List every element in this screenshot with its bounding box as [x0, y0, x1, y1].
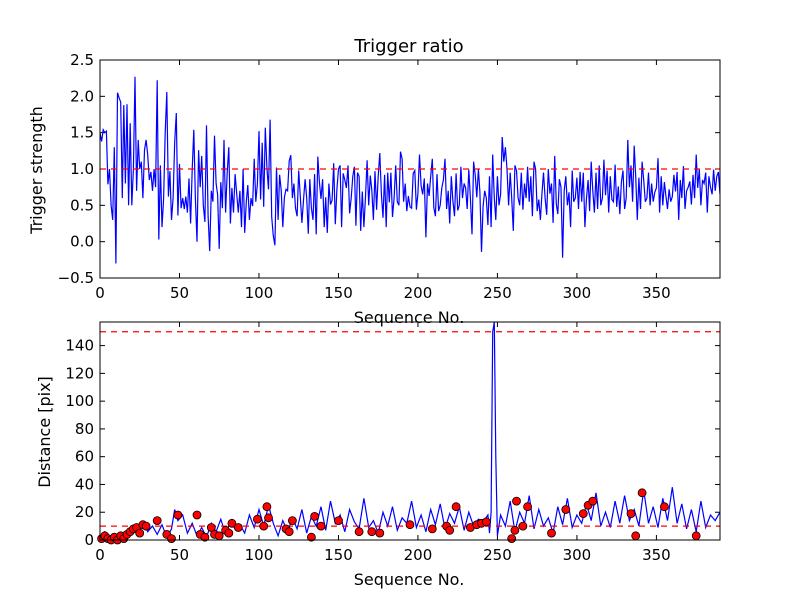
x-tick-label: 200: [404, 546, 433, 564]
x-tick-label: 350: [642, 546, 671, 564]
detection-point: [405, 520, 415, 530]
x-tick-label: 0: [95, 546, 105, 564]
detection-point: [284, 527, 294, 537]
plot-frame: [99, 321, 721, 541]
y-tick-label: 0.5: [70, 196, 94, 214]
detection-point: [445, 525, 455, 535]
detection-point: [200, 532, 210, 542]
chart-distance: 0 50 100 150 200 250 300 350020406080100120140 …: [35, 321, 721, 589]
detection-point: [588, 496, 598, 506]
detection-point: [167, 534, 176, 543]
x-tick-label: 50: [170, 284, 189, 302]
x-tick-label: 350: [642, 284, 671, 302]
detection-point: [518, 521, 528, 531]
detection-point: [691, 531, 701, 541]
series-line-trigger-strength: [100, 76, 720, 264]
detection-point: [578, 509, 588, 518]
detection-point: [287, 516, 297, 525]
detection-point: [481, 517, 491, 527]
detection-point: [310, 512, 320, 521]
y-tick-label: 20: [75, 503, 94, 521]
x-tick-label: 250: [483, 284, 512, 302]
x-axis-label: Sequence No.: [354, 308, 465, 327]
detection-point: [561, 505, 571, 514]
x-tick-label: 300: [563, 284, 592, 302]
detection-point: [637, 488, 647, 498]
y-tick-label: 1.0: [70, 160, 94, 178]
detection-point: [264, 513, 273, 523]
detection-point: [523, 502, 532, 512]
plot-frame: [99, 59, 721, 279]
detection-point: [224, 528, 234, 538]
y-tick-label: 80: [75, 420, 94, 438]
x-axis-label: Sequence No.: [354, 570, 465, 589]
detection-point: [252, 514, 262, 524]
chart-trigger-ratio: Trigger ratio 0 50 100 150 200 250 300 350−0.50…: [27, 36, 721, 327]
y-tick-label: 100: [65, 392, 94, 410]
detection-point: [547, 528, 556, 538]
detection-point: [192, 510, 202, 520]
detection-point: [334, 516, 343, 525]
x-tick-label: 100: [245, 546, 274, 564]
plot-area-trigger: 0 50 100 150 200 250 300 350 −0.5 0.0 0.5 1.0 1.5 2.0…: [58, 51, 721, 302]
y-tick-label: 140: [65, 337, 94, 355]
detection-point: [507, 534, 517, 543]
y-tick-label: 2.0: [70, 87, 94, 105]
x-tick-label: 200: [404, 284, 433, 302]
x-tick-label: 50: [170, 546, 189, 564]
plot-area-distance: 0 50 100 150 200 250 300 350 0 20 40 60 80 100 120 140: [65, 321, 721, 564]
detection-point: [233, 523, 243, 532]
detection-point: [135, 528, 145, 538]
detection-point: [626, 509, 636, 518]
detection-point: [660, 502, 669, 512]
detection-point: [375, 528, 385, 538]
detection-point: [354, 527, 364, 537]
detection-point: [262, 502, 272, 512]
detection-point: [227, 518, 237, 528]
y-tick-label: −0.5: [58, 269, 94, 287]
detection-point: [451, 502, 461, 512]
detection-point: [512, 496, 521, 506]
x-tick-label: 0: [95, 284, 105, 302]
x-tick-label: 100: [245, 284, 274, 302]
detection-point: [173, 510, 183, 520]
y-tick-label: 120: [65, 364, 94, 382]
detection-point: [367, 527, 377, 537]
x-tick-label: 150: [324, 284, 353, 302]
detection-point: [631, 531, 641, 541]
y-axis-label: Trigger strength: [27, 106, 46, 235]
y-tick-label: 60: [75, 448, 94, 466]
chart-title: Trigger ratio: [353, 36, 463, 57]
x-tick-label: 250: [483, 546, 512, 564]
y-tick-label: 1.5: [70, 124, 94, 142]
detection-point: [141, 521, 151, 531]
detection-point: [427, 524, 437, 534]
detection-point: [152, 516, 162, 525]
detection-point: [214, 531, 224, 541]
y-tick-label: 2.5: [70, 51, 94, 69]
x-tick-label: 300: [563, 546, 592, 564]
detection-point: [510, 525, 520, 535]
detection-point: [259, 521, 269, 531]
detection-point: [316, 521, 326, 531]
detection-point: [306, 532, 316, 542]
y-tick-label: 0: [84, 531, 94, 549]
series-line-distance: [100, 322, 720, 540]
x-tick-label: 150: [324, 546, 353, 564]
y-tick-label: 0.0: [70, 233, 94, 251]
y-tick-label: 40: [75, 475, 94, 493]
y-axis-label: Distance [pix]: [35, 376, 54, 488]
